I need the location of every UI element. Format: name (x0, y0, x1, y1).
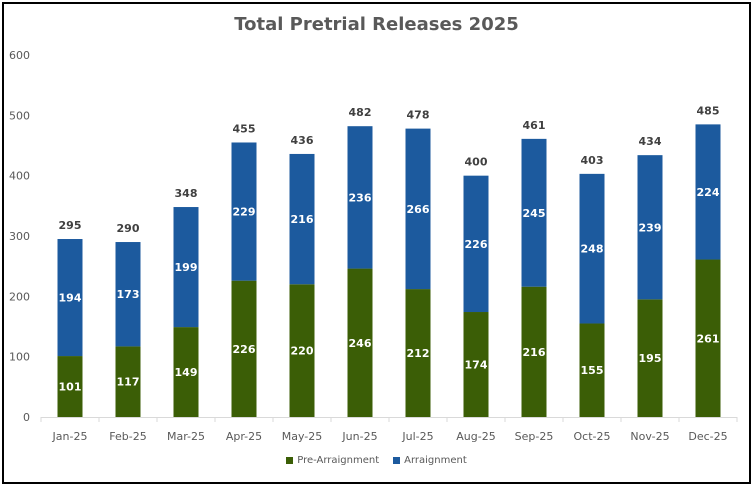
total-label: 434 (639, 135, 662, 148)
total-label: 461 (523, 119, 546, 132)
y-tick-label: 300 (9, 230, 30, 243)
data-label: 236 (349, 191, 372, 204)
data-label: 245 (523, 207, 546, 220)
data-label: 174 (465, 359, 488, 372)
bar-pre-arraignment (695, 259, 721, 417)
legend: Pre-Arraignment Arraignment (0, 455, 753, 466)
bar-pre-arraignment (289, 284, 315, 417)
data-label: 216 (523, 346, 546, 359)
bar-pre-arraignment (521, 286, 547, 417)
bar-pre-arraignment (579, 323, 605, 417)
x-tick-label: Oct-25 (574, 430, 611, 443)
legend-item-pre-arraignment: Pre-Arraignment (286, 455, 379, 466)
data-label: 101 (59, 381, 82, 394)
legend-label: Pre-Arraignment (297, 455, 380, 466)
data-label: 246 (349, 337, 372, 350)
bar-arraignment (579, 173, 605, 324)
total-label: 290 (117, 222, 140, 235)
bar-arraignment (695, 124, 721, 260)
legend-label: Arraignment (404, 455, 467, 466)
data-label: 239 (639, 221, 662, 234)
data-label: 261 (697, 332, 720, 345)
bar-pre-arraignment (405, 289, 431, 417)
data-label: 195 (639, 352, 662, 365)
total-label: 348 (175, 187, 198, 200)
legend-item-arraignment: Arraignment (393, 455, 467, 466)
y-tick-label: 100 (9, 351, 30, 364)
chart-title: Total Pretrial Releases 2025 (234, 14, 519, 35)
bar-arraignment (173, 207, 199, 328)
bar-arraignment (405, 128, 431, 290)
x-tick-label: Dec-25 (688, 430, 727, 443)
total-label: 478 (407, 109, 430, 122)
x-tick-label: Jul-25 (401, 430, 433, 443)
x-tick-label: Sep-25 (515, 430, 554, 443)
data-label: 226 (233, 343, 256, 356)
total-label: 403 (581, 154, 604, 167)
y-tick-label: 600 (9, 49, 30, 62)
data-label: 173 (117, 288, 140, 301)
y-tick-label: 0 (23, 411, 30, 424)
data-label: 149 (175, 366, 198, 379)
data-label: 266 (407, 203, 430, 216)
bar-pre-arraignment (637, 299, 663, 417)
bar-arraignment (231, 142, 257, 281)
x-tick-label: May-25 (282, 430, 323, 443)
data-label: 155 (581, 364, 604, 377)
total-label: 455 (233, 122, 256, 135)
bar-pre-arraignment (231, 280, 257, 417)
data-label: 226 (465, 238, 488, 251)
bar-arraignment (637, 155, 663, 300)
data-label: 220 (291, 345, 314, 358)
bar-arraignment (347, 126, 373, 269)
total-label: 295 (59, 219, 82, 232)
total-label: 400 (465, 156, 488, 169)
x-tick-label: Aug-25 (456, 430, 495, 443)
data-label: 212 (407, 347, 430, 360)
bar-pre-arraignment (347, 268, 373, 417)
total-label: 485 (697, 104, 720, 117)
x-tick-label: Nov-25 (630, 430, 669, 443)
total-label: 482 (349, 106, 372, 119)
x-tick-label: Jan-25 (52, 430, 88, 443)
data-label: 224 (697, 186, 720, 199)
legend-swatch-pre-arraignment (286, 457, 294, 464)
bar-pre-arraignment (115, 346, 141, 417)
bar-arraignment (289, 153, 315, 285)
data-label: 199 (175, 261, 198, 274)
bar-pre-arraignment (463, 312, 489, 417)
data-label: 117 (117, 376, 140, 389)
total-label: 436 (291, 134, 314, 147)
data-label: 248 (581, 243, 604, 256)
data-label: 194 (59, 292, 82, 305)
bar-arraignment (57, 239, 83, 357)
x-tick-label: Apr-25 (226, 430, 262, 443)
data-label: 216 (291, 213, 314, 226)
bar-pre-arraignment (173, 327, 199, 417)
legend-swatch-arraignment (393, 457, 401, 464)
bar-arraignment (463, 175, 489, 313)
y-tick-label: 400 (9, 170, 30, 183)
bar-arraignment (115, 242, 141, 347)
bar-arraignment (521, 138, 547, 287)
y-tick-label: 200 (9, 290, 30, 303)
y-tick-label: 500 (9, 109, 30, 122)
data-label: 229 (233, 206, 256, 219)
x-tick-label: Jun-25 (341, 430, 377, 443)
x-tick-label: Feb-25 (109, 430, 146, 443)
bar-pre-arraignment (57, 356, 83, 417)
x-tick-label: Mar-25 (167, 430, 205, 443)
